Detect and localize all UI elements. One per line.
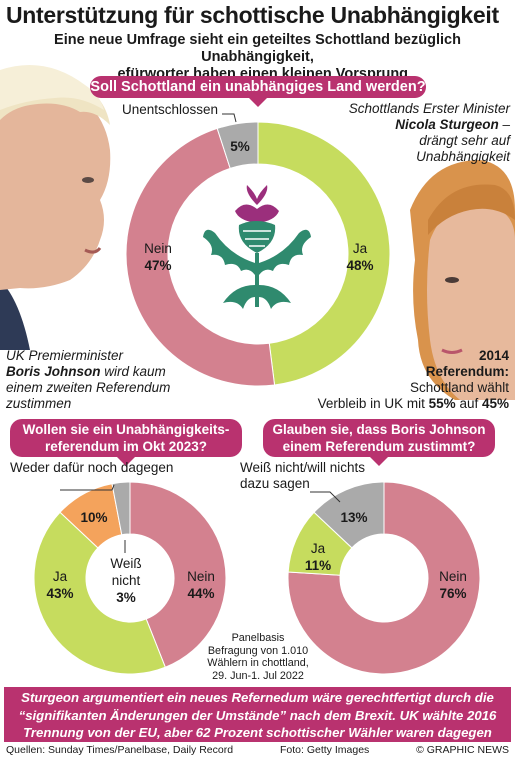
sturgeon-caption-line2: Nicola Sturgeon –: [320, 117, 510, 133]
johnson-portrait-icon: [0, 50, 118, 350]
slice-label-nein-value: 47%: [144, 258, 172, 273]
leader-line-weder: [60, 484, 115, 491]
johnson-caption-line2: Boris Johnson wird kaum: [6, 364, 206, 380]
slice-nein: [129, 481, 227, 668]
sturgeon-photo: [400, 150, 515, 400]
question-3-banner: Glauben sie, dass Boris Johnson einem Re…: [263, 419, 495, 457]
question-1-pointer-icon: [248, 97, 268, 107]
panel-note-line2: Befragung von 1.010: [207, 644, 309, 657]
sturgeon-dash: –: [498, 117, 510, 132]
johnson-caption-line4: zustimmen: [6, 396, 72, 411]
footer-brand: © GRAPHIC NEWS: [416, 744, 509, 756]
referendum-2014-note: 2014 Referendum: Schottland wählt Verble…: [240, 348, 509, 412]
sturgeon-caption-line1: Schottlands Erster Minister: [348, 101, 510, 116]
value-weder: 10%: [80, 510, 108, 525]
page-subtitle: Eine neue Umfrage sieht ein geteiltes Sc…: [0, 32, 515, 83]
slice2-label-ja-value: 43%: [46, 586, 74, 601]
slice3-label-nein: Nein 76%: [428, 568, 478, 602]
value-weiss-nicht-3: 13%: [340, 510, 368, 525]
slice-label-nein-name: Nein: [144, 241, 172, 256]
slice-nein: [125, 127, 276, 387]
johnson-caption: UK Premierminister Boris Johnson wird ka…: [6, 348, 206, 412]
referendum-2014-v2: 45%: [481, 396, 509, 411]
bottom-summary: Sturgeon argumentiert ein neues Referned…: [4, 687, 511, 742]
referendum-2014-pre: Verbleib in UK mit: [317, 396, 429, 411]
sturgeon-name: Nicola Sturgeon: [395, 117, 499, 132]
page-title: Unterstützung für schottische Unabhängig…: [6, 2, 499, 28]
question-2-line2: referendum im Okt 2023?: [44, 439, 208, 454]
johnson-caption-line3: einem zweiten Referendum: [6, 380, 171, 395]
slice-label-ja-name: Ja: [352, 241, 368, 256]
sturgeon-caption-line4: Unabhängigkeit: [416, 149, 510, 164]
slice-unentschlossen: [216, 121, 259, 170]
subtitle-line-1: Eine neue Umfrage sieht ein geteiltes Sc…: [54, 32, 461, 65]
sturgeon-portrait-icon: [400, 150, 515, 400]
slice2-label-nein: Nein 44%: [176, 568, 226, 602]
question-2-line1: Wollen sie ein Unabhängigkeits-: [22, 422, 230, 437]
panel-note-line4: 29. Jun-1. Jul 2022: [212, 669, 304, 682]
slice3-label-nein-name: Nein: [439, 569, 467, 584]
slice2-label-nein-value: 44%: [187, 586, 215, 601]
slice-nein: [287, 481, 481, 675]
label-weiss-nicht-3: Weiß nicht/will nichts dazu sagen: [240, 460, 366, 491]
slice-ja: [257, 121, 391, 386]
leader-line-unentschlossen: [222, 113, 237, 123]
referendum-2014-line3: Schottland wählt: [409, 380, 509, 395]
bottom-summary-line2: “signifikanten Änderungen der Umstände” …: [18, 707, 497, 723]
slice3-label-nein-value: 76%: [439, 586, 467, 601]
sturgeon-caption-line3: drängt sehr auf: [419, 133, 510, 148]
question-3-line1: Glauben sie, dass Boris Johnson: [272, 422, 486, 437]
slice-weiss-nicht: [111, 481, 131, 536]
label-weder: Weder dafür noch dagegen: [10, 460, 174, 475]
panel-note-line1: Panelbasis: [231, 632, 285, 644]
footer-photo-credit: Foto: Getty Images: [280, 744, 370, 756]
referendum-2014-line4: Verbleib in UK mit 55% auf 45%: [240, 396, 509, 412]
question-2-banner: Wollen sie ein Unabhängigkeits- referend…: [10, 419, 242, 457]
question-3-line2: einem Referendum zustimmt?: [282, 439, 476, 454]
slice-label-ja: Ja 48%: [338, 240, 382, 274]
slice2-label-weiss: Weiß nicht 3%: [98, 555, 154, 606]
bottom-summary-line3: Trennung von der EU, aber 62 Prozent sch…: [23, 725, 492, 740]
johnson-caption-rest: wird kaum: [100, 364, 166, 379]
johnson-caption-line1: UK Premierminister: [6, 348, 124, 363]
value-unentschlossen: 5%: [230, 139, 250, 154]
slice2-label-ja: Ja 43%: [38, 568, 82, 602]
slice3-label-ja-name: Ja: [310, 541, 326, 556]
sturgeon-caption: Schottlands Erster Minister Nicola Sturg…: [320, 101, 510, 165]
slice3-label-ja: Ja 11%: [298, 540, 338, 574]
referendum-2014-label: Referendum:: [425, 364, 509, 379]
bottom-summary-line1: Sturgeon argumentiert ein neues Referned…: [21, 690, 494, 705]
slice-ja: [33, 511, 166, 675]
slice3-label-ja-value: 11%: [304, 558, 332, 573]
leader-line-weiss-nicht-3: [310, 491, 341, 503]
slice-label-ja-value: 48%: [346, 258, 374, 273]
referendum-2014-v1: 55%: [428, 396, 456, 411]
slice2-label-nein-name: Nein: [187, 569, 215, 584]
johnson-photo: [0, 50, 118, 350]
slice2-label-weiss-value: 3%: [116, 590, 136, 605]
slice2-label-ja-name: Ja: [52, 569, 68, 584]
slice-weiss-nicht: [313, 481, 385, 549]
referendum-2014-year: 2014: [478, 348, 509, 363]
question-3-pointer-icon: [369, 456, 389, 466]
thistle-icon: [203, 185, 311, 309]
label-unentschlossen: Unentschlossen: [122, 102, 219, 117]
slice-label-nein: Nein 47%: [136, 240, 180, 274]
panel-note-line3: Wählern in chottland,: [207, 657, 309, 669]
footer-sources: Quellen: Sunday Times/Panelbase, Daily R…: [6, 744, 234, 756]
question-1-banner: Soll Schottland ein unabhängiges Land we…: [90, 76, 426, 98]
panel-note: Panelbasis Befragung von 1.010 Wählern i…: [196, 632, 320, 682]
question-2-pointer-icon: [116, 456, 136, 466]
johnson-name: Boris Johnson: [6, 364, 101, 379]
slice2-label-weiss-name: Weiß nicht: [110, 556, 142, 588]
referendum-2014-mid: auf: [455, 396, 482, 411]
